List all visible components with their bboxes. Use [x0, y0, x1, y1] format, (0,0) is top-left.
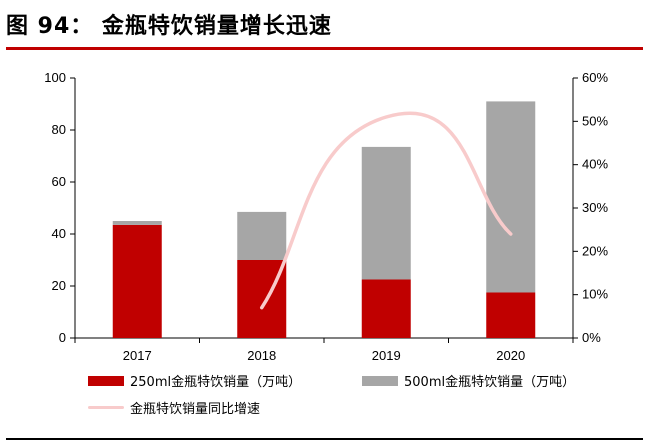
- title-underline: [6, 47, 643, 50]
- bar-500ml-2017: [112, 221, 162, 225]
- x-tick-label: 2018: [247, 348, 276, 363]
- left-tick-label: 100: [44, 70, 66, 85]
- right-tick-label: 60%: [582, 70, 608, 85]
- legend-item-250ml: 250ml金瓶特饮销量（万吨）: [88, 371, 301, 390]
- legend-label-250ml: 250ml金瓶特饮销量（万吨）: [130, 375, 302, 390]
- bar-250ml-2017: [112, 224, 162, 338]
- legend-item-500ml: 500ml金瓶特饮销量（万吨）: [362, 371, 575, 390]
- right-tick-label: 50%: [582, 113, 608, 128]
- legend-swatch-growth: [88, 406, 124, 409]
- legend-label-growth: 金瓶特饮销量同比增速: [130, 402, 261, 417]
- growth-rate-line: [260, 111, 513, 310]
- growth-line-layer: [260, 111, 513, 310]
- bar-500ml-2020: [486, 101, 536, 293]
- bar-250ml-2019: [361, 279, 411, 338]
- right-tick-label: 30%: [582, 200, 608, 215]
- bars-layer: [112, 101, 536, 338]
- legend-label-500ml: 500ml金瓶特饮销量（万吨）: [404, 375, 576, 390]
- x-tick-label: 2019: [372, 348, 401, 363]
- bar-500ml-2019: [361, 146, 411, 280]
- left-tick-label: 20: [52, 278, 66, 293]
- figure-title: 图 94： 金瓶特饮销量增长迅速: [6, 14, 332, 39]
- legend-swatch-500ml: [362, 375, 398, 386]
- tick-labels-layer: 0 20 40 60 80 100 0% 10% 20% 30% 40% 50% 60% 2017 2018…: [44, 70, 608, 363]
- right-tick-label: 0%: [582, 330, 601, 345]
- legend-item-growth: 金瓶特饮销量同比增速: [88, 398, 260, 417]
- right-tick-label: 20%: [582, 243, 608, 258]
- left-tick-label: 0: [59, 330, 66, 345]
- bar-500ml-2018: [237, 211, 287, 260]
- right-tick-label: 10%: [582, 287, 608, 302]
- left-tick-label: 80: [52, 122, 66, 137]
- left-tick-label: 40: [52, 226, 66, 241]
- bar-250ml-2020: [486, 292, 536, 338]
- figure-bottom-rule: [6, 438, 643, 440]
- x-tick-label: 2017: [123, 348, 152, 363]
- legend-swatch-250ml: [88, 375, 124, 386]
- left-tick-label: 60: [52, 174, 66, 189]
- right-tick-label: 40%: [582, 157, 608, 172]
- x-tick-label: 2020: [496, 348, 525, 363]
